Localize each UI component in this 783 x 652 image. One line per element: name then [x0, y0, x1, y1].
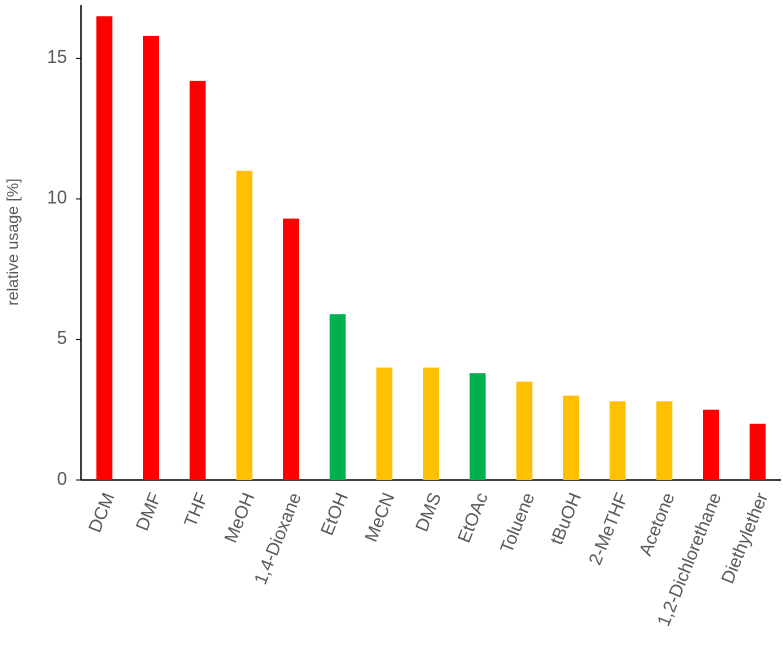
x-tick-label: EtOH [317, 490, 352, 538]
bar [96, 16, 113, 480]
bar [143, 35, 159, 480]
x-tick-label: tBuOH [546, 490, 585, 548]
bar [656, 401, 673, 480]
bar [189, 80, 206, 480]
x-tick-label: MeCN [361, 490, 399, 545]
bar [609, 401, 626, 480]
x-tick-label: DCM [85, 490, 119, 536]
x-tick-label: DMS [412, 490, 446, 535]
x-tick-label: Diethylether [717, 490, 772, 587]
bar [516, 381, 533, 480]
x-tick-label: MeOH [220, 490, 258, 546]
x-tick-label: Toluene [496, 490, 538, 556]
y-tick-label: 15 [47, 47, 67, 67]
bar [236, 170, 253, 480]
y-tick-label: 10 [47, 188, 67, 208]
y-axis-label: relative usage [%] [5, 178, 22, 305]
bar [469, 373, 486, 480]
y-tick-label: 5 [57, 328, 67, 348]
bar [423, 367, 439, 480]
bar [376, 367, 393, 480]
x-tick-label: Acetone [635, 490, 678, 559]
y-tick-label: 0 [57, 469, 67, 489]
x-tick-label: DMF [132, 490, 165, 534]
x-tick-label: 2-MeTHF [585, 490, 632, 568]
bar [749, 423, 766, 480]
bar [703, 409, 719, 480]
x-tick-label: 1,4-Dioxane [250, 490, 305, 587]
x-tick-label: THF [180, 490, 212, 530]
x-tick-label: EtOAc [454, 490, 492, 546]
bar [283, 218, 299, 480]
bar [329, 314, 346, 480]
bar [563, 395, 579, 480]
